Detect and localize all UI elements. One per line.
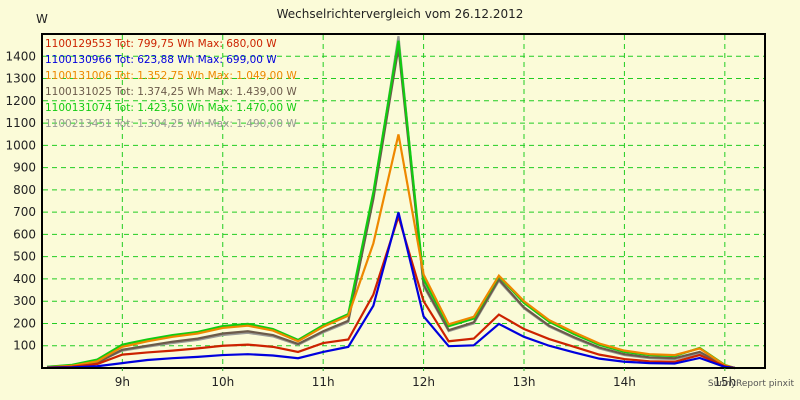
chart-title: Wechselrichtervergleich vom 26.12.2012 <box>276 7 524 21</box>
x-axis-tick-label: 9h <box>115 375 130 389</box>
legend-item-1100213451: 1100213451 Tot: 1.304,25 Wh Max: 1.490,0… <box>45 118 297 130</box>
y-axis-tick-label: 500 <box>13 250 36 264</box>
y-axis-tick-label: 200 <box>13 316 36 330</box>
y-axis-tick-label: 100 <box>13 339 36 353</box>
y-axis-tick-label: 700 <box>13 205 36 219</box>
x-axis-tick-label: 12h <box>412 375 435 389</box>
legend-item-1100131074: 1100131074 Tot: 1.423,50 Wh Max: 1.470,0… <box>45 102 297 114</box>
series-line-1100131006 <box>46 134 736 370</box>
x-axis-tick-label: 13h <box>513 375 536 389</box>
y-axis-tick-label: 1100 <box>5 116 36 130</box>
series-line-1100131074 <box>46 40 736 370</box>
x-axis-tick-label: 11h <box>312 375 335 389</box>
y-axis-tick-label: 1000 <box>5 138 36 152</box>
legend-item-1100129553: 1100129553 Tot: 799,75 Wh Max: 680,00 W <box>45 38 277 50</box>
legend-item-1100131006: 1100131006 Tot: 1.352,75 Wh Max: 1.049,0… <box>45 70 297 82</box>
footer-credit: SunnyReport pinxit <box>707 379 794 389</box>
y-axis-tick-label: 1200 <box>5 94 36 108</box>
y-axis-tick-label: 400 <box>13 272 36 286</box>
x-axis-tick-label: 10h <box>211 375 234 389</box>
y-axis-tick-label: 600 <box>13 227 36 241</box>
y-axis-unit-label: W <box>36 12 48 26</box>
legend-item-1100130966: 1100130966 Tot: 623,88 Wh Max: 699,00 W <box>45 54 277 66</box>
y-axis-tick-label: 300 <box>13 294 36 308</box>
legend-item-1100131025: 1100131025 Tot: 1.374,25 Wh Max: 1.439,0… <box>45 86 297 98</box>
y-axis-tick-label: 900 <box>13 161 36 175</box>
y-axis-tick-label: 800 <box>13 183 36 197</box>
y-axis-tick-label: 1400 <box>5 49 36 63</box>
y-axis-tick-label: 1300 <box>5 72 36 86</box>
x-axis-tick-label: 14h <box>613 375 636 389</box>
x-axis-tick-label: 15h <box>713 375 736 389</box>
series-line-1100130966 <box>47 212 735 370</box>
